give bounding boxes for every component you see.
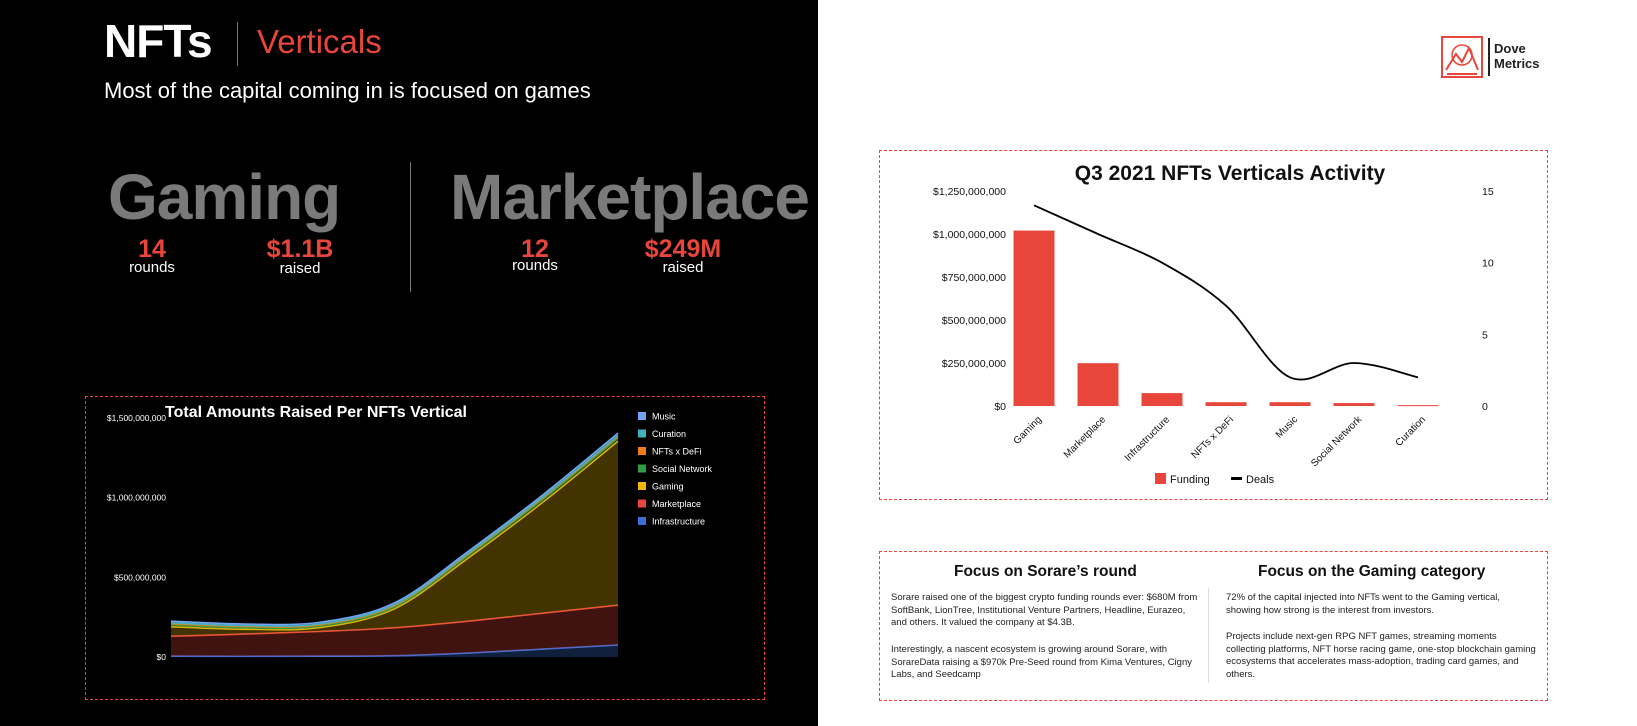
bar-gaming bbox=[1013, 230, 1055, 406]
area-series-gaming bbox=[171, 441, 618, 637]
dove-metrics-logo-icon bbox=[1441, 36, 1483, 83]
stat-gaming-rounds: 14 bbox=[138, 235, 166, 263]
bar-chart-ytick: $0 bbox=[994, 401, 1006, 413]
bar-chart-xtick: Curation bbox=[1394, 414, 1429, 449]
stat-marketplace-rounds: 12 bbox=[521, 235, 549, 263]
bar-curation bbox=[1397, 405, 1439, 407]
bar-chart-xtick: Gaming bbox=[1012, 414, 1045, 447]
legend-label-funding: Funding bbox=[1170, 474, 1210, 486]
bar-chart-xtick: Music bbox=[1274, 414, 1300, 440]
logo-divider bbox=[1488, 38, 1490, 76]
bar-music bbox=[1269, 402, 1311, 406]
area-line-curation bbox=[170, 434, 619, 627]
focus-sorare-heading: Focus on Sorare’s round bbox=[954, 563, 1137, 580]
deals-line bbox=[1033, 204, 1419, 381]
focus-box bbox=[879, 551, 1548, 701]
area-chart-title: Total Amounts Raised Per NFTs Vertical bbox=[165, 404, 467, 421]
stat-gaming-rounds-label: rounds bbox=[129, 259, 175, 276]
area-line-gaming bbox=[170, 440, 619, 631]
stat-gaming-raised-label: raised bbox=[279, 260, 321, 277]
focus-gaming-p2: Projects include next-gen RPG NFT games,… bbox=[1226, 631, 1536, 680]
bar-nfts-x-defi bbox=[1205, 402, 1247, 406]
legend-label-gaming: Gaming bbox=[652, 482, 684, 492]
stat-gaming-raised: $1.1B bbox=[266, 235, 334, 263]
bar-chart-y2tick: 10 bbox=[1482, 258, 1494, 270]
bar-chart-y2tick: 15 bbox=[1482, 186, 1494, 198]
focus-sorare-p1: Sorare raised one of the biggest crypto … bbox=[891, 592, 1198, 628]
legend-swatch-marketplace bbox=[638, 499, 646, 508]
area-chart-ytick: $1,500,000,000 bbox=[107, 413, 166, 423]
stat-marketplace-raised-label: raised bbox=[662, 259, 704, 276]
legend-swatch-music bbox=[638, 412, 646, 420]
stat-marketplace-rounds-label: rounds bbox=[512, 257, 558, 274]
right-panel bbox=[818, 0, 1637, 726]
logo-line-2: Metrics bbox=[1494, 56, 1540, 71]
legend-swatch-gaming bbox=[638, 482, 646, 490]
title-divider bbox=[237, 22, 238, 66]
area-chart-ytick: $1,000,000,000 bbox=[107, 493, 166, 503]
focus-sorare-p2: Interestingly, a nascent ecosystem is gr… bbox=[891, 644, 1192, 680]
legend-label-infrastructure: Infrastructure bbox=[652, 517, 705, 527]
bar-chart-y2tick: 5 bbox=[1482, 329, 1488, 341]
legend-label-deals: Deals bbox=[1246, 474, 1275, 486]
page-subtitle: Most of the capital coming in is focused… bbox=[104, 78, 591, 103]
bar-chart: Q3 2021 NFTs Verticals Activity $1,250,00… bbox=[933, 162, 1494, 486]
legend-swatch-curation bbox=[638, 429, 646, 438]
bar-chart-box: Q3 2021 NFTs Verticals Activity $1,250,00… bbox=[879, 150, 1548, 500]
area-line-infrastructure bbox=[170, 644, 619, 658]
stats-divider bbox=[410, 162, 411, 292]
stat-gaming-name: Gaming bbox=[108, 161, 341, 233]
bar-chart-xtick: Social Network bbox=[1309, 414, 1365, 470]
bar-infrastructure bbox=[1141, 393, 1183, 406]
legend-swatch-funding bbox=[1155, 473, 1166, 484]
bar-social-network bbox=[1333, 403, 1375, 406]
area-series-infrastructure bbox=[171, 645, 618, 657]
legend-swatch-social-network bbox=[638, 464, 646, 473]
stat-marketplace-raised: $249M bbox=[644, 235, 722, 263]
area-chart-ytick: $0 bbox=[157, 652, 167, 662]
bar-marketplace bbox=[1077, 363, 1119, 406]
bar-chart-ytick: $1,000,000,000 bbox=[933, 229, 1006, 241]
page-section: Verticals bbox=[257, 23, 382, 60]
area-chart-box: Total Amounts Raised Per NFTs Vertical $1… bbox=[85, 396, 765, 700]
focus-divider bbox=[1208, 588, 1209, 683]
area-line-marketplace bbox=[170, 604, 619, 638]
legend-label-curation: Curation bbox=[652, 429, 686, 439]
area-chart-ytick: $500,000,000 bbox=[114, 572, 166, 582]
bar-chart-ytick: $1,250,000,000 bbox=[933, 186, 1006, 198]
bar-chart-ytick: $250,000,000 bbox=[942, 358, 1006, 370]
logo-line-1: Dove bbox=[1494, 41, 1526, 56]
focus-gaming-p1: 72% of the capital injected into NFTs we… bbox=[1226, 592, 1501, 616]
left-panel: NFTs Verticals Most of the capital comin… bbox=[0, 0, 818, 726]
bar-chart-title: Q3 2021 NFTs Verticals Activity bbox=[1075, 162, 1386, 185]
legend-swatch-infrastructure bbox=[638, 517, 646, 525]
bar-chart-ytick: $750,000,000 bbox=[942, 272, 1006, 284]
stat-marketplace-name: Marketplace bbox=[450, 161, 810, 233]
bar-chart-y2tick: 0 bbox=[1482, 401, 1488, 413]
logo-text: Dove Metrics bbox=[1494, 41, 1540, 71]
bar-chart-xtick: Marketplace bbox=[1062, 414, 1109, 461]
legend-label-marketplace: Marketplace bbox=[652, 499, 701, 509]
bar-chart-ytick: $500,000,000 bbox=[942, 315, 1006, 327]
bar-chart-xtick: Infrastructure bbox=[1123, 414, 1173, 464]
legend-label-music: Music bbox=[652, 412, 676, 422]
legend-swatch-deals bbox=[1231, 477, 1242, 480]
page-title: NFTs bbox=[104, 15, 213, 67]
area-line-music bbox=[170, 432, 619, 626]
area-chart: Total Amounts Raised Per NFTs Vertical$1… bbox=[107, 404, 713, 662]
area-line-social-network bbox=[170, 437, 619, 629]
legend-label-nfts-x-defi: NFTs x DeFi bbox=[652, 447, 702, 457]
bar-chart-xtick: NFTs x DeFi bbox=[1189, 414, 1236, 461]
legend-label-social-network: Social Network bbox=[652, 464, 713, 474]
legend-swatch-nfts-x-defi bbox=[638, 447, 646, 455]
focus-gaming-heading: Focus on the Gaming category bbox=[1258, 563, 1486, 580]
